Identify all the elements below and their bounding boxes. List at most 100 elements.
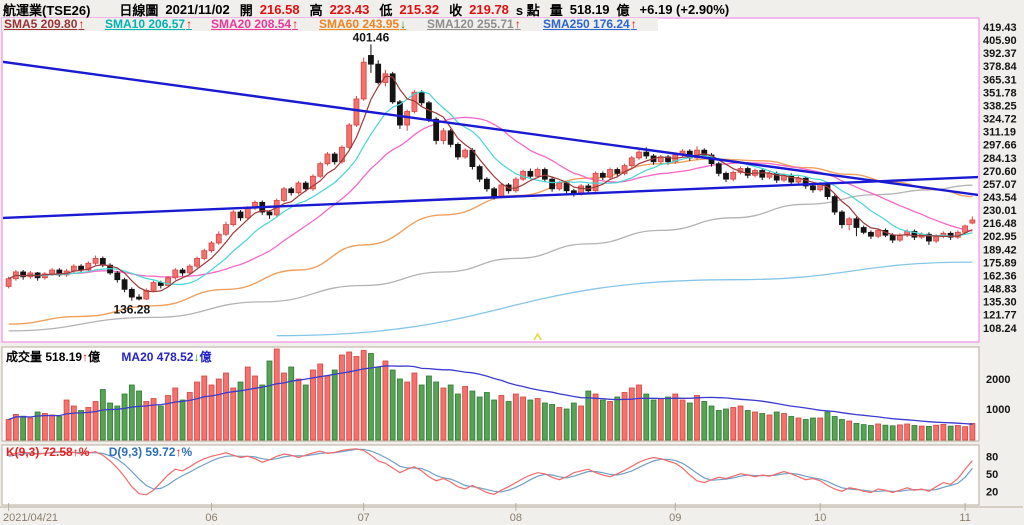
high-value: 223.43: [329, 1, 370, 17]
price-axis-label: 378.84: [983, 61, 1018, 73]
legend-sma60[interactable]: SMA60 243.95↓: [319, 17, 407, 31]
d-value: 59.72: [145, 445, 176, 459]
up-arrow-icon: ↑: [292, 17, 299, 31]
price-axis-label: 338.25: [983, 100, 1017, 112]
price-axis-label: 189.42: [983, 244, 1017, 256]
sma250-line: [276, 261, 973, 337]
legend-sma10[interactable]: SMA10 206.57↑: [105, 17, 193, 31]
up-arrow-icon: ↑: [72, 445, 79, 459]
up-arrow-icon: ↑: [186, 17, 193, 31]
price-chart-layer: [2, 44, 979, 341]
price-axis-label: 311.19: [983, 127, 1016, 139]
x-axis-label: 11: [959, 512, 970, 524]
up-arrow-icon: ↑: [78, 17, 85, 31]
price-axis-label: 216.48: [983, 218, 1017, 230]
low-value: 215.32: [399, 1, 440, 17]
price-annotation: 401.46: [353, 30, 390, 44]
event-marker-caret: [533, 332, 542, 341]
x-axis-label: 09: [669, 512, 681, 524]
price-axis-label: 419.43: [983, 22, 1017, 34]
low-label: 低: [379, 2, 393, 18]
price-axis-label: 243.54: [983, 192, 1018, 204]
close-value: 219.78: [469, 1, 509, 17]
price-axis-label: 392.37: [983, 48, 1017, 60]
price-axis-label: 162.36: [983, 270, 1017, 282]
sma-legend: SMA5 209.80↑ SMA10 206.57↑ SMA20 208.54↑ SM…: [2, 17, 658, 31]
up-arrow-icon: ↑: [514, 17, 521, 31]
sma120-line: [8, 184, 973, 332]
legend-sma120[interactable]: SMA120 255.71↑: [427, 17, 521, 31]
volume-unit: 億: [616, 2, 630, 18]
change-value: +6.19 (+2.90%): [639, 1, 730, 17]
volume-series-value: 518.19: [45, 350, 83, 364]
down-arrow-icon: ↓: [193, 350, 200, 364]
k-line: [8, 448, 973, 496]
sma5-line: [8, 75, 973, 293]
price-axis-label: 270.60: [983, 166, 1017, 178]
volume-value: 518.19: [569, 1, 610, 17]
x-axis-label: 07: [358, 512, 370, 524]
price-axis-label: 405.90: [983, 35, 1017, 47]
price-axis-label: 365.31: [983, 74, 1017, 86]
chart-header: 航運業(TSE26) 日線圖 2021/11/02 開 216.58 高 223…: [3, 1, 730, 18]
kd-axis-label: 80: [986, 451, 998, 463]
legend-sma5[interactable]: SMA5 209.80↑: [4, 17, 85, 31]
price-axis-label: 324.72: [983, 114, 1017, 126]
k-label: K(9,3): [6, 445, 40, 459]
volume-bars: [5, 348, 976, 441]
date-value: 2021/11/02: [165, 1, 230, 17]
chart-type-label: 日線圖: [119, 2, 159, 18]
price-axis-label: 135.30: [983, 297, 1017, 309]
close-label: 收: [449, 2, 463, 18]
x-axis-label: 06: [205, 512, 217, 524]
d-line: [8, 448, 973, 493]
sma60-line: [8, 158, 973, 325]
price-axis-label: 230.01: [983, 205, 1017, 217]
sma20-line: [8, 116, 973, 280]
volume-panel-header: 成交量 518.19↑億 MA20 478.52↓億: [6, 348, 212, 365]
volume-panel[interactable]: [1, 346, 980, 442]
kd-axis-label: 20: [986, 486, 998, 498]
open-label: 開: [239, 2, 253, 18]
volume-series-label: 成交量: [6, 350, 43, 364]
price-axis-label: 297.66: [983, 140, 1017, 152]
point-suffix: s 點: [515, 2, 540, 18]
open-value: 216.58: [259, 1, 300, 17]
legend-sma250[interactable]: SMA250 176.24↑: [543, 17, 637, 31]
volume-label: 量: [549, 2, 563, 18]
kd-axis-label: 50: [986, 469, 998, 481]
index-title: 航運業(TSE26): [3, 2, 91, 18]
price-annotation: 136.28: [113, 303, 150, 317]
trend-line-2[interactable]: [2, 175, 979, 220]
d-label: D(9,3): [108, 445, 143, 459]
volume-series-unit: 億: [88, 350, 101, 364]
kd-panel-header: K(9,3) 72.58↑% D(9,3) 59.72↑%: [6, 445, 192, 459]
sma10-line: [8, 90, 973, 285]
x-axis-label: 10: [814, 512, 826, 524]
high-label: 高: [309, 2, 323, 18]
volume-ma20-label: MA20: [121, 350, 154, 364]
trend-line-1[interactable]: [2, 60, 979, 197]
volume-axis-label: 1000: [986, 404, 1010, 416]
price-axis-label: 121.77: [983, 310, 1017, 322]
kd-panel[interactable]: [1, 444, 980, 506]
price-axis-label: 148.83: [983, 284, 1017, 296]
up-arrow-icon: ↑: [630, 17, 637, 31]
down-arrow-icon: ↓: [400, 17, 407, 31]
price-axis-label: 175.89: [983, 257, 1017, 269]
up-arrow-icon: ↑: [82, 350, 89, 364]
volume-axis-label: 2000: [986, 374, 1010, 386]
k-unit: %: [78, 445, 90, 459]
up-arrow-icon: ↑: [175, 445, 182, 459]
volume-ma20-line: [8, 365, 973, 425]
k-value: 72.58: [42, 445, 73, 459]
volume-ma20-unit: 億: [199, 350, 212, 364]
volume-ma20-value: 478.52: [156, 350, 194, 364]
d-unit: %: [181, 445, 193, 459]
legend-sma20[interactable]: SMA20 208.54↑: [211, 17, 299, 31]
price-axis-label: 257.07: [983, 179, 1017, 191]
price-axis-label: 202.95: [983, 231, 1017, 243]
x-axis-label: 08: [510, 512, 522, 524]
